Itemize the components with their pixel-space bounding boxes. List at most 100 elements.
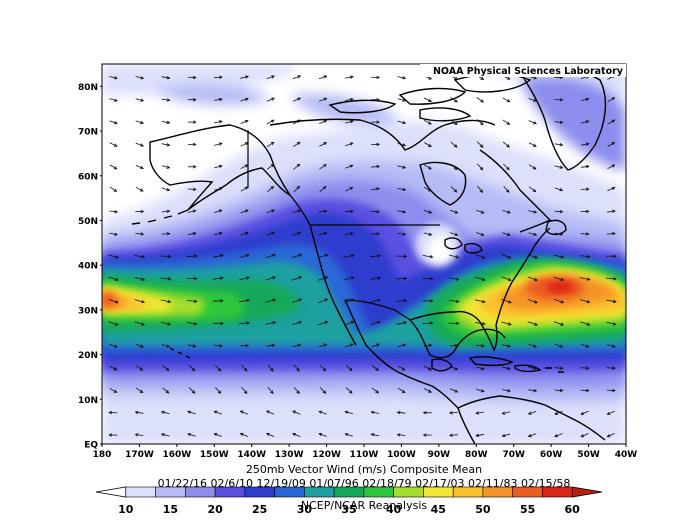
wind-arrow-head [350,209,354,214]
wind-arrow-shaft [397,120,406,124]
wind-arrow-head [585,344,590,348]
wind-arrow-head [370,433,375,437]
wind-arrow-head [501,411,506,415]
wind-arrow-shaft [267,364,274,372]
wind-arrow-head [160,433,165,437]
wind-arrow-shaft [450,186,457,193]
wind-arrow-head [533,143,537,147]
wind-arrow-head [527,411,532,415]
wind-arrow-head [376,232,381,236]
wind-arrow-head [270,390,274,395]
colorbar-tick-label: 30 [297,503,313,516]
wind-arrow-shaft [160,277,171,280]
wind-arrow-shaft [423,232,432,236]
wind-arrow-shaft [396,299,407,302]
wind-arrow-head [533,366,538,370]
wind-arrow-head [270,368,274,372]
wind-arrow-head [166,232,171,236]
wind-arrow-head [533,76,538,80]
wind-arrow-head [479,144,484,148]
wind-arrow-head [323,231,328,236]
wind-arrow-head [585,120,590,124]
map-title: 250mb Vector Wind (m/s) Composite Mean [246,463,482,476]
wind-arrow-shaft [448,299,459,302]
wind-arrow-head [606,434,611,438]
wind-arrow-shaft [528,98,537,102]
colorbar-swatch [155,486,186,498]
wind-arrow-shaft [476,97,484,103]
wind-arrow-head [322,390,327,394]
wind-arrow-head [297,343,302,348]
wind-arrow-head [213,410,218,414]
wind-arrow-head [376,98,381,102]
wind-arrow-shaft [580,120,589,124]
coastlines [131,68,607,444]
longitude-label: 80W [465,450,488,460]
colorbar-min-arrow [95,486,127,498]
wind-arrow-head [480,121,484,126]
wind-arrow-head [218,164,223,169]
wind-arrow-head [115,255,119,259]
wind-arrow-head [429,321,434,325]
wind-arrow-head [218,231,223,236]
wind-arrow-head [401,389,406,394]
wind-arrow-head [114,322,119,326]
wind-arrow-head [475,433,480,437]
wind-arrow-head [481,255,486,259]
wind-arrow-shaft [370,321,381,326]
wind-arrow-shaft [501,254,512,259]
wind-arrow-shaft [502,411,511,415]
wind-arrow-shaft [607,142,615,147]
wind-arrow-head [140,344,145,348]
wind-arrow-shaft [607,344,616,348]
wind-arrow-shaft [265,276,276,281]
wind-arrow-shaft [214,209,222,214]
wind-arrow-shaft [109,388,117,393]
wind-arrow-head [454,76,459,80]
wind-arrow-shaft [449,232,458,236]
wind-arrow-shaft [475,299,485,303]
wind-arrow-head [613,254,617,258]
wind-arrow-shaft [371,365,379,371]
wind-arrow-head [187,433,192,437]
wind-arrow-shaft [266,344,275,347]
wind-arrow-shaft [214,344,223,347]
wind-arrow-shaft [266,141,275,148]
longitude-label: 180 [93,450,112,460]
wind-arrow-shaft [109,98,118,102]
wind-arrow-head [271,343,276,348]
wind-arrow-shaft [319,164,327,170]
longitude-label: 90W [428,450,451,460]
wind-arrow-head [220,321,224,326]
wind-arrow-shaft [371,166,380,168]
wind-arrow-head [350,298,355,302]
colorbar-swatch [393,486,424,498]
wind-arrow-head [403,254,408,259]
wind-arrow-shaft [554,165,563,169]
wind-arrow-head [533,98,538,102]
wind-arrow-shaft [318,75,327,79]
wind-arrow-shaft [450,141,458,148]
wind-arrow-head [611,142,616,146]
wind-arrow-shaft [554,389,563,392]
wind-arrow-head [220,276,224,280]
wind-arrow-head [377,276,382,280]
wind-arrow-shaft [370,277,381,280]
wind-arrow-shaft [135,76,144,79]
wind-arrow-head [323,209,328,213]
wind-arrow-shaft [291,254,302,259]
wind-arrow-shaft [319,120,327,125]
wind-arrow-head [533,210,538,214]
wind-arrow-head [453,188,458,193]
wind-arrow-head [559,232,564,236]
wind-arrow-head [246,253,250,258]
wind-arrow-shaft [213,277,224,280]
wind-arrow-shaft [345,186,353,192]
wind-arrow-shaft [370,255,381,258]
wind-arrow-shaft [502,119,510,125]
wind-arrow-head [134,433,139,437]
latitude-label: 70N [78,128,98,138]
wind-arrow-shaft [161,210,170,213]
wind-arrow-head [349,120,354,124]
wind-arrow-head [611,209,616,214]
